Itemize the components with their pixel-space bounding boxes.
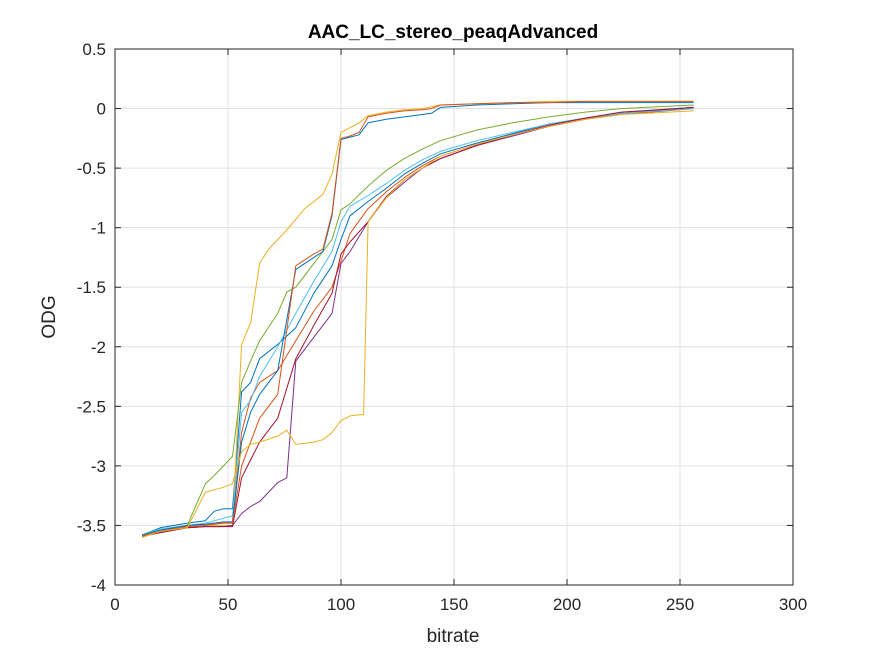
y-tick-label: 0.5 (82, 40, 106, 59)
y-tick-label: -0.5 (77, 159, 106, 178)
y-tick-label: -4 (91, 576, 106, 595)
y-tick-label: -1.5 (77, 278, 106, 297)
series-line-1 (141, 106, 694, 536)
y-tick-label: -2.5 (77, 397, 106, 416)
x-tick-label: 50 (219, 595, 238, 614)
ticks: 0 50 100 150 200 250 300 -4 -3.5 -3 -2.5 -2 -1.5 -1 -0… (77, 40, 807, 614)
x-axis-label: bitrate (427, 626, 480, 647)
y-tick-label: -2 (91, 338, 106, 357)
y-tick-label: -1 (91, 219, 106, 238)
x-tick-label: 100 (327, 595, 355, 614)
y-tick-label: -3.5 (77, 516, 106, 535)
chart-title: AAC_LC_stereo_peaqAdvanced (308, 22, 598, 43)
x-tick-label: 0 (110, 595, 119, 614)
series-line-10 (141, 110, 694, 538)
x-tick-label: 150 (440, 595, 468, 614)
y-tick-label: 0 (97, 100, 106, 119)
x-tick-label: 200 (553, 595, 581, 614)
y-axis-label: ODG (39, 295, 60, 338)
series-line-6 (141, 108, 694, 536)
series-lines (141, 100, 694, 538)
x-tick-label: 250 (666, 595, 694, 614)
x-tick-label: 300 (779, 595, 807, 614)
y-tick-label: -3 (91, 457, 106, 476)
series-line-9 (141, 100, 694, 537)
